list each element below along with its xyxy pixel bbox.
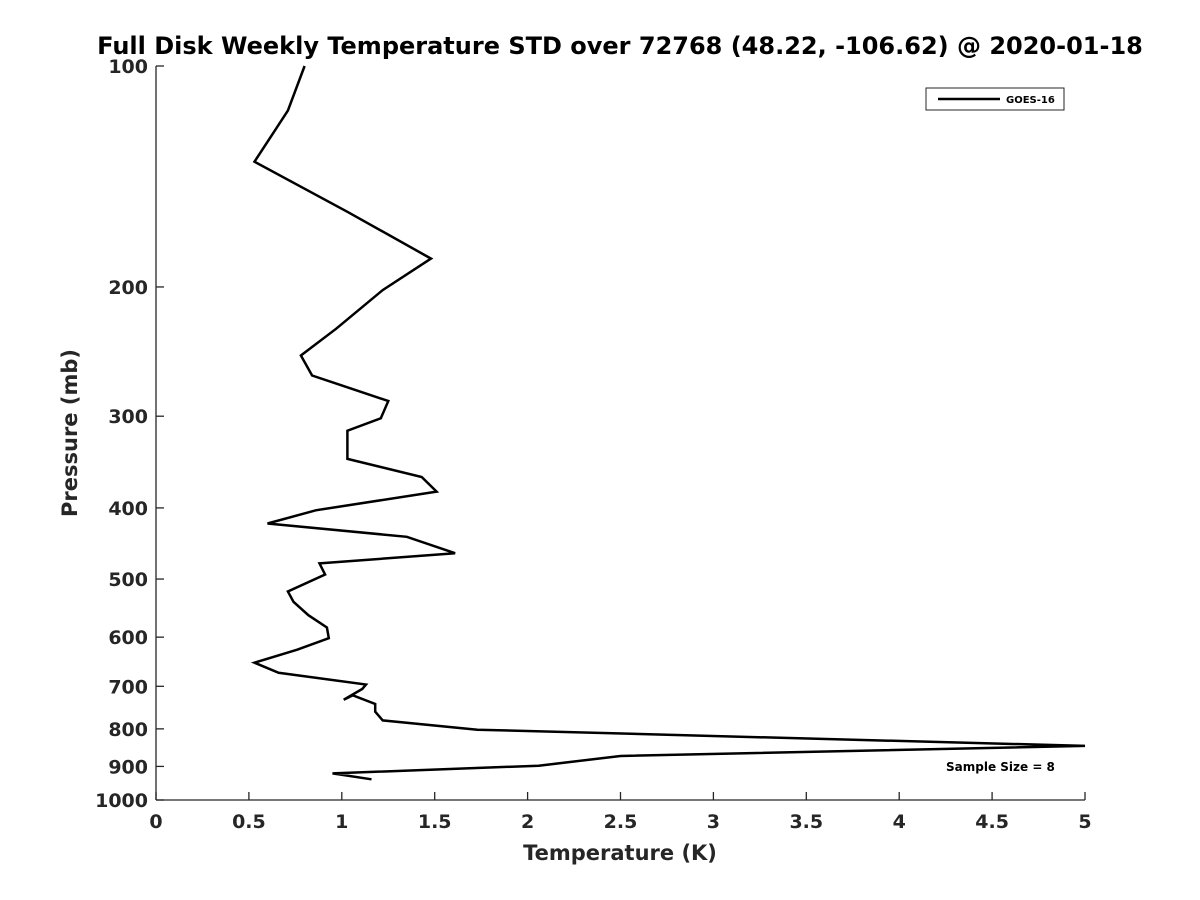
y-tick-label: 500 — [108, 569, 148, 591]
y-tick-label: 900 — [108, 756, 148, 778]
series-layer — [250, 65, 1086, 781]
y-axis-label: Pressure (mb) — [58, 349, 82, 517]
plot-axes — [155, 66, 1085, 801]
x-tick-label: 1.5 — [418, 811, 452, 833]
y-tick-label: 400 — [108, 498, 148, 520]
x-axis-label: Temperature (K) — [523, 841, 717, 865]
y-tick-label: 300 — [108, 406, 148, 428]
x-ticks: 0 0.5 1 1.5 2 2.5 3 3.5 4 4.5 5 — [149, 792, 1092, 833]
y-tick-label: 200 — [108, 277, 148, 299]
legend: GOES-16 — [925, 87, 1065, 111]
y-tick-label: 100 — [108, 56, 148, 78]
x-tick-label: 4 — [893, 811, 906, 833]
x-tick-label: 5 — [1078, 811, 1091, 833]
y-tick-label: 1000 — [95, 790, 148, 812]
y-tick-label: 700 — [108, 676, 148, 698]
x-tick-label: 1 — [335, 811, 348, 833]
legend-label-goes-16: GOES-16 — [1006, 95, 1055, 106]
x-tick-label: 4.5 — [975, 811, 1009, 833]
x-tick-label: 0 — [149, 811, 162, 833]
y-ticks: 100 200 300 400 500 600 700 800 900 1000 — [95, 56, 164, 812]
chart-title: Full Disk Weekly Temperature STD over 72… — [97, 32, 1143, 60]
x-tick-label: 3 — [707, 811, 720, 833]
y-tick-label: 800 — [108, 719, 148, 741]
series-line-goes-16 — [250, 65, 1086, 781]
sample-size-annotation: Sample Size = 8 — [946, 760, 1055, 774]
y-tick-label: 600 — [108, 627, 148, 649]
x-tick-label: 0.5 — [232, 811, 266, 833]
x-tick-label: 3.5 — [789, 811, 823, 833]
x-tick-label: 2.5 — [604, 811, 638, 833]
x-tick-label: 2 — [521, 811, 534, 833]
